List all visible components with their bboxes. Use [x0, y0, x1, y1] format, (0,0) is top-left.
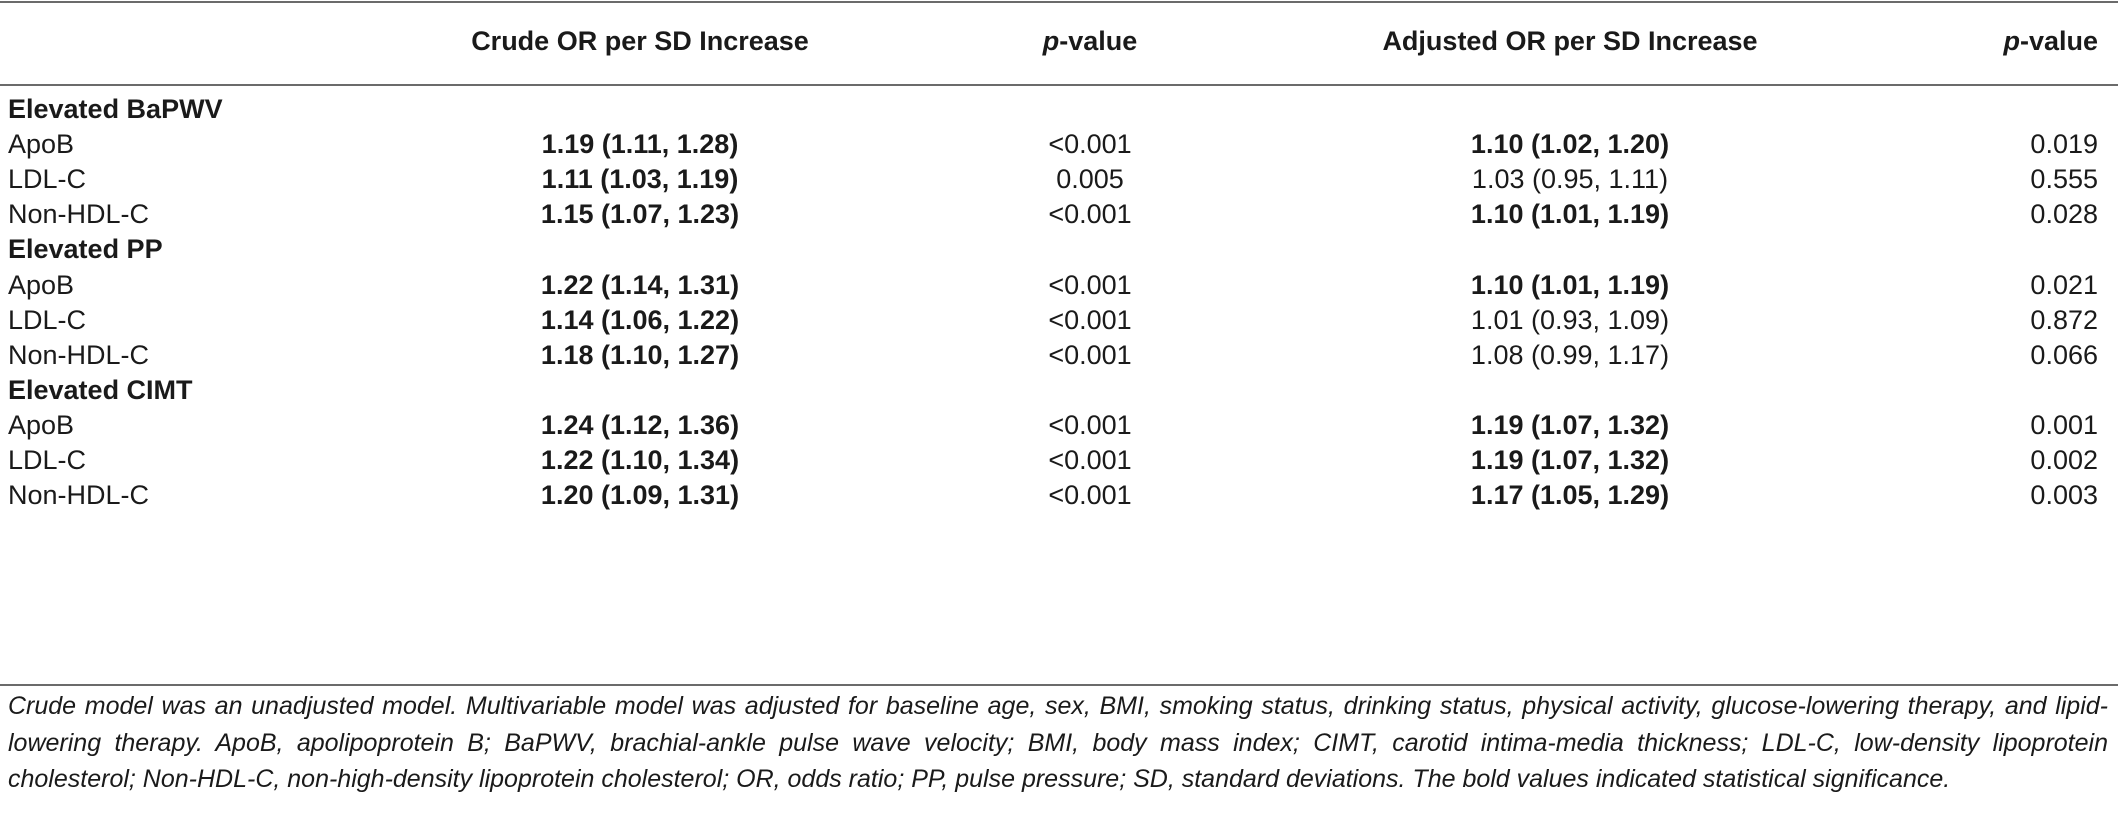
adjusted-or-value: 1.10 (1.02, 1.20): [1470, 129, 1670, 160]
crude-p-value: <0.001: [1048, 129, 1132, 160]
crude-p-value: <0.001: [1048, 409, 1132, 440]
crude-p-value: <0.001: [1048, 199, 1132, 230]
section-header-row: Elevated CIMT: [0, 367, 2118, 414]
row-label: Non-HDL-C: [8, 480, 150, 511]
crude-or-value: 1.22 (1.14, 1.31): [540, 269, 740, 300]
table-row: LDL-C 1.11 (1.03, 1.19) 0.005 1.03 (0.95, 1…: [0, 156, 2118, 203]
header-adjusted-or: Adjusted OR per SD Increase: [1382, 26, 1758, 56]
table-bottom-rule: [0, 684, 2118, 686]
table-row: Non-HDL-C 1.20 (1.09, 1.31) <0.001 1.17 (1.…: [0, 472, 2118, 519]
adjusted-p-value: 0.001: [2030, 409, 2098, 440]
crude-p-value: <0.001: [1048, 269, 1132, 300]
crude-p-value: <0.001: [1048, 480, 1132, 511]
crude-p-value: <0.001: [1048, 304, 1132, 335]
adjusted-p-value: 0.003: [2030, 480, 2098, 511]
adjusted-or-value: 1.01 (0.93, 1.09): [1470, 304, 1670, 335]
crude-or-value: 1.11 (1.03, 1.19): [541, 164, 739, 195]
table-row: ApoB 1.24 (1.12, 1.36) <0.001 1.19 (1.07, 1…: [0, 402, 2118, 449]
section-header-row: Elevated PP: [0, 226, 2118, 273]
table-header-rule: [0, 84, 2118, 86]
header-p-italic: p: [2003, 26, 2020, 56]
section-title: Elevated BaPWV: [8, 94, 223, 124]
row-label: LDL-C: [8, 164, 87, 195]
header-p-value-crude: p-value: [990, 18, 1190, 65]
table-header-row: Crude OR per SD Increase p-value Adjuste…: [0, 18, 2118, 65]
crude-or-value: 1.22 (1.10, 1.34): [540, 445, 740, 475]
table-footnote: Crude model was an unadjusted model. Mul…: [8, 692, 2108, 793]
table-row: LDL-C 1.22 (1.10, 1.34) <0.001 1.19 (1.07, …: [0, 437, 2118, 484]
crude-or-value: 1.19 (1.11, 1.28): [541, 129, 739, 160]
crude-or-value: 1.15 (1.07, 1.23): [540, 199, 740, 230]
adjusted-p-value: 0.028: [2030, 199, 2098, 230]
adjusted-or-value: 1.10 (1.01, 1.19): [1470, 269, 1670, 300]
header-p-italic: p: [1042, 26, 1060, 56]
row-label: ApoB: [8, 129, 75, 160]
adjusted-or-value: 1.10 (1.01, 1.19): [1470, 199, 1670, 230]
adjusted-or-value: 1.08 (0.99, 1.17): [1470, 339, 1670, 370]
table-top-rule: [0, 1, 2118, 3]
table-row: LDL-C 1.14 (1.06, 1.22) <0.001 1.01 (0.93, …: [0, 297, 2118, 344]
header-p-value-adjusted: p-value: [2003, 18, 2098, 65]
crude-or-value: 1.14 (1.06, 1.22): [540, 304, 740, 335]
adjusted-or-value: 1.19 (1.07, 1.32): [1470, 445, 1670, 475]
table-row: Non-HDL-C 1.15 (1.07, 1.23) <0.001 1.10 (1.…: [0, 191, 2118, 238]
crude-or-value: 1.18 (1.10, 1.27): [540, 339, 740, 370]
adjusted-p-value: 0.019: [2030, 129, 2098, 160]
crude-or-value: 1.20 (1.09, 1.31): [540, 480, 740, 511]
adjusted-or-value: 1.17 (1.05, 1.29): [1470, 480, 1670, 511]
crude-p-value: 0.005: [1056, 164, 1124, 195]
header-crude-or: Crude OR per SD Increase: [471, 26, 809, 56]
row-label: LDL-C: [8, 445, 87, 475]
section-header-row: Elevated BaPWV: [0, 86, 2118, 133]
crude-p-value: <0.001: [1048, 445, 1132, 475]
row-label: Non-HDL-C: [8, 199, 150, 230]
adjusted-or-value: 1.19 (1.07, 1.32): [1470, 409, 1670, 440]
row-label: Non-HDL-C: [8, 339, 150, 370]
adjusted-p-value: 0.021: [2030, 269, 2098, 300]
row-label: ApoB: [8, 409, 75, 440]
adjusted-p-value: 0.002: [2030, 445, 2098, 475]
adjusted-p-value: 0.555: [2030, 164, 2098, 195]
header-p-rest: -value: [1059, 26, 1138, 56]
section-title: Elevated CIMT: [8, 374, 193, 405]
crude-or-value: 1.24 (1.12, 1.36): [540, 409, 740, 440]
adjusted-p-value: 0.872: [2030, 304, 2098, 335]
crude-p-value: <0.001: [1048, 339, 1132, 370]
table-row: ApoB 1.22 (1.14, 1.31) <0.001 1.10 (1.01, 1…: [0, 262, 2118, 309]
table-row: Non-HDL-C 1.18 (1.10, 1.27) <0.001 1.08 (0.…: [0, 332, 2118, 379]
row-label: ApoB: [8, 269, 75, 300]
header-p-rest: -value: [2019, 26, 2098, 56]
section-title: Elevated PP: [8, 234, 163, 265]
adjusted-p-value: 0.066: [2030, 339, 2098, 370]
adjusted-or-value: 1.03 (0.95, 1.11): [1471, 164, 1669, 195]
row-label: LDL-C: [8, 304, 87, 335]
table-row: ApoB 1.19 (1.11, 1.28) <0.001 1.10 (1.02, 1…: [0, 121, 2118, 168]
